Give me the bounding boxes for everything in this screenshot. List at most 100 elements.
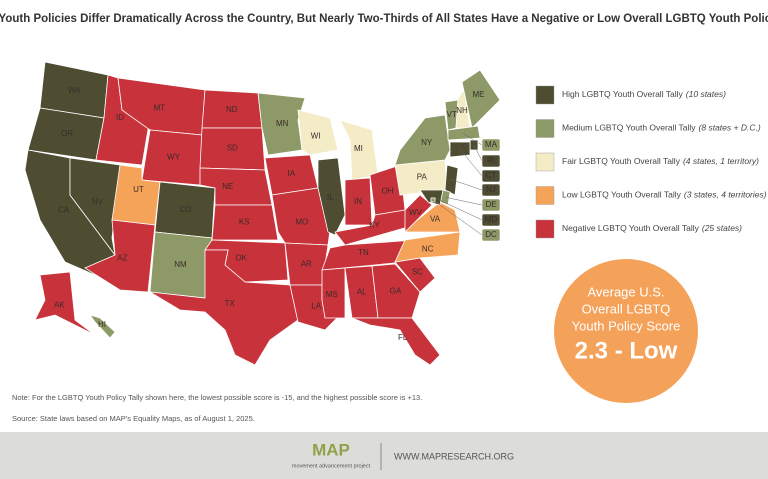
legend-count: (10 states) <box>686 89 726 99</box>
state-label: CT <box>486 171 497 180</box>
logo: MAP <box>312 440 350 459</box>
state <box>211 204 279 241</box>
score-caption: Average U.S. <box>587 284 664 299</box>
state-label: MD <box>485 215 498 224</box>
state-label: AR <box>301 260 312 269</box>
callout-line <box>432 199 483 236</box>
state-label: CA <box>58 206 70 215</box>
legend-label: Low LGBTQ Youth Overall Tally (3 states, … <box>562 190 767 200</box>
state <box>461 69 501 129</box>
state-label: WI <box>311 132 321 141</box>
legend-count: (3 states, 4 territories) <box>684 190 767 200</box>
callout-line <box>473 144 483 162</box>
callout-line <box>445 197 483 206</box>
legend-count: (4 states, 1 territory) <box>683 156 759 166</box>
callout-box <box>481 228 501 242</box>
state <box>371 263 421 319</box>
state-label: UT <box>133 185 144 194</box>
legend: High LGBTQ Youth Overall Tally (10 states… <box>535 85 767 239</box>
legend-name: High LGBTQ Youth Overall Tally <box>562 89 684 99</box>
note: Note: For the LGBTQ Youth Policy Tally s… <box>12 393 422 402</box>
us-map: WA OR CA NV ID MT WY UT CO AZ NM ND SD NE KS OK TX MN IA MO… <box>24 61 501 366</box>
state-label: GA <box>390 287 402 296</box>
callout-line <box>432 196 483 221</box>
score-caption: Overall LGBTQ <box>582 301 671 316</box>
state-label: OK <box>235 254 247 263</box>
state-label: KY <box>369 220 380 229</box>
state-label: WA <box>68 86 81 95</box>
state-label: WV <box>409 208 423 217</box>
legend-name: Negative LGBTQ Youth Overall Tally <box>562 223 700 233</box>
state-label: NY <box>421 138 433 147</box>
state-label: VA <box>430 215 441 224</box>
callout-line <box>451 179 483 191</box>
legend-label: Medium LGBTQ Youth Overall Tally (8 state… <box>562 123 761 133</box>
state-label: MI <box>354 144 363 153</box>
state-label: MT <box>154 104 166 113</box>
state-label: ND <box>226 105 238 114</box>
legend-swatch <box>535 152 555 172</box>
state <box>84 219 156 293</box>
state-label: NH <box>456 106 468 115</box>
state-label: MN <box>276 119 289 128</box>
callout-line <box>459 148 483 177</box>
legend-swatch <box>535 85 555 105</box>
state-label: IL <box>327 193 334 202</box>
state-label: NV <box>92 197 104 206</box>
state <box>69 157 121 256</box>
score-value: 2.3 - Low <box>575 337 678 364</box>
state-label: MS <box>326 290 338 299</box>
state-label: DC <box>485 230 497 239</box>
state <box>321 267 346 319</box>
legend-count: (8 states + D.C.) <box>699 123 761 133</box>
legend-swatch <box>535 186 555 205</box>
state-label: FL <box>398 333 408 342</box>
callout-box <box>481 198 501 212</box>
state <box>149 249 299 366</box>
state-label: HI <box>98 320 106 329</box>
state <box>394 231 461 263</box>
title: LGBTQ Youth Policies Differ Dramatically… <box>0 13 768 25</box>
callout-box <box>481 213 501 227</box>
state-label: TN <box>358 248 369 257</box>
state-label: TX <box>225 299 236 308</box>
source: Source: State laws based on MAP's Equali… <box>12 414 255 423</box>
state-label: NE <box>222 182 233 191</box>
state-label: CO <box>180 205 192 214</box>
state-label: LA <box>311 301 321 310</box>
url: WWW.MAPRESEARCH.ORG <box>394 451 514 461</box>
state-label: NC <box>422 245 434 254</box>
state <box>444 164 459 196</box>
state <box>34 271 96 336</box>
state-label: WY <box>167 153 181 162</box>
state-label: NJ <box>486 185 496 194</box>
legend-swatch <box>535 219 555 239</box>
state-label: VT <box>447 110 457 119</box>
state-label: AL <box>357 288 367 297</box>
state <box>88 314 116 339</box>
state-label: AK <box>54 300 65 309</box>
legend-name: Medium LGBTQ Youth Overall Tally <box>562 123 696 133</box>
legend-name: Fair LGBTQ Youth Overall Tally <box>562 156 681 166</box>
state <box>297 109 339 156</box>
state-label: NM <box>174 260 187 269</box>
logo-org: movement advancement project <box>292 463 371 469</box>
state-label: ME <box>473 90 485 99</box>
state <box>317 157 346 236</box>
legend-label: Fair LGBTQ Youth Overall Tally (4 states,… <box>562 156 759 166</box>
state-label: OR <box>61 129 73 138</box>
state <box>404 194 433 233</box>
score-caption: Youth Policy Score <box>572 318 681 333</box>
legend-swatch <box>535 119 555 138</box>
legend-name: Low LGBTQ Youth Overall Tally <box>562 190 682 200</box>
state-label: DE <box>485 200 496 209</box>
callout-box <box>481 169 501 183</box>
footer-band <box>0 432 768 479</box>
state-label: MA <box>485 140 498 149</box>
state-label: IN <box>354 197 362 206</box>
state-label: RI <box>487 156 495 165</box>
legend-count: (25 states) <box>702 223 742 233</box>
state-label: MO <box>295 217 308 226</box>
